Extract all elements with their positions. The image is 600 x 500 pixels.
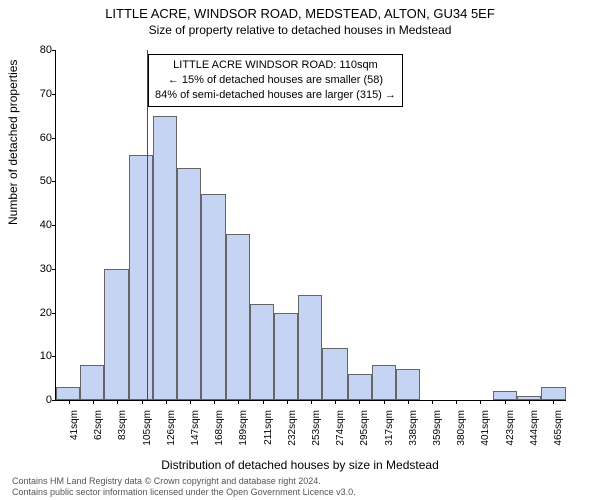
x-tick-mark xyxy=(505,400,506,404)
x-tick-mark xyxy=(384,400,385,404)
chart-container: LITTLE ACRE, WINDSOR ROAD, MEDSTEAD, ALT… xyxy=(0,0,600,500)
histogram-bar xyxy=(396,369,420,400)
x-tick-mark xyxy=(311,400,312,404)
histogram-bar xyxy=(104,269,129,400)
x-axis-label: Distribution of detached houses by size … xyxy=(0,458,600,472)
y-tick-mark xyxy=(52,313,56,314)
histogram-bar xyxy=(372,365,396,400)
x-tick-mark xyxy=(553,400,554,404)
chart-subtitle: Size of property relative to detached ho… xyxy=(0,21,600,37)
x-tick-label: 41sqm xyxy=(69,406,80,440)
x-tick-label: 253sqm xyxy=(311,406,322,446)
x-tick-mark xyxy=(142,400,143,404)
info-line-1: LITTLE ACRE WINDSOR ROAD: 110sqm xyxy=(155,58,396,73)
x-tick-mark xyxy=(480,400,481,404)
x-tick-label: 211sqm xyxy=(263,406,274,445)
x-tick-label: 465sqm xyxy=(553,406,564,446)
plot-area: LITTLE ACRE WINDSOR ROAD: 110sqm ← 15% o… xyxy=(55,50,566,401)
footer-line-1: Contains HM Land Registry data © Crown c… xyxy=(12,476,356,487)
x-tick-mark xyxy=(456,400,457,404)
histogram-bar xyxy=(541,387,566,400)
y-tick-mark xyxy=(52,225,56,226)
x-tick-label: 444sqm xyxy=(529,406,540,446)
x-tick-label: 338sqm xyxy=(408,406,419,446)
y-tick-mark xyxy=(52,50,56,51)
histogram-bar xyxy=(177,168,201,400)
x-tick-mark xyxy=(529,400,530,404)
y-tick-mark xyxy=(52,181,56,182)
x-tick-mark xyxy=(335,400,336,404)
x-tick-label: 168sqm xyxy=(214,406,225,446)
x-tick-label: 232sqm xyxy=(287,406,298,446)
histogram-bar xyxy=(322,348,347,401)
x-tick-label: 423sqm xyxy=(505,406,516,446)
x-tick-mark xyxy=(359,400,360,404)
x-tick-mark xyxy=(263,400,264,404)
x-tick-mark xyxy=(287,400,288,404)
x-tick-label: 126sqm xyxy=(166,406,177,446)
x-tick-label: 147sqm xyxy=(190,406,201,446)
info-box: LITTLE ACRE WINDSOR ROAD: 110sqm ← 15% o… xyxy=(148,54,403,107)
x-tick-label: 83sqm xyxy=(117,406,128,440)
y-tick-mark xyxy=(52,400,56,401)
footer-attribution: Contains HM Land Registry data © Crown c… xyxy=(12,476,356,498)
footer-line-2: Contains public sector information licen… xyxy=(12,487,356,498)
info-line-2: ← 15% of detached houses are smaller (58… xyxy=(155,73,396,88)
histogram-bar xyxy=(493,391,517,400)
x-tick-mark xyxy=(69,400,70,404)
histogram-bar xyxy=(201,194,226,400)
x-tick-label: 105sqm xyxy=(142,406,153,446)
x-tick-label: 295sqm xyxy=(359,406,370,446)
x-tick-label: 359sqm xyxy=(432,406,443,446)
histogram-bar xyxy=(348,374,372,400)
x-tick-label: 62sqm xyxy=(93,406,104,440)
histogram-bar xyxy=(129,155,153,400)
y-tick-mark xyxy=(52,94,56,95)
x-tick-label: 380sqm xyxy=(456,406,467,446)
histogram-bar xyxy=(56,387,80,400)
x-tick-mark xyxy=(117,400,118,404)
y-axis-label: Number of detached properties xyxy=(6,60,20,225)
y-tick-mark xyxy=(52,138,56,139)
x-tick-mark xyxy=(190,400,191,404)
histogram-bar xyxy=(226,234,250,400)
x-tick-label: 317sqm xyxy=(384,406,395,446)
histogram-bar xyxy=(274,313,298,401)
histogram-bar xyxy=(298,295,322,400)
y-tick-mark xyxy=(52,356,56,357)
x-tick-mark xyxy=(166,400,167,404)
histogram-bar xyxy=(80,365,104,400)
chart-title: LITTLE ACRE, WINDSOR ROAD, MEDSTEAD, ALT… xyxy=(0,0,600,21)
reference-line xyxy=(147,50,148,400)
x-tick-mark xyxy=(93,400,94,404)
x-tick-label: 189sqm xyxy=(238,406,249,446)
x-tick-label: 274sqm xyxy=(335,406,346,446)
x-tick-label: 401sqm xyxy=(480,406,491,446)
histogram-bar xyxy=(250,304,274,400)
x-tick-mark xyxy=(214,400,215,404)
histogram-bar xyxy=(517,396,541,400)
x-tick-mark xyxy=(432,400,433,404)
histogram-bar xyxy=(153,116,177,400)
y-tick-mark xyxy=(52,269,56,270)
info-line-3: 84% of semi-detached houses are larger (… xyxy=(155,88,396,103)
x-tick-mark xyxy=(408,400,409,404)
x-tick-mark xyxy=(238,400,239,404)
